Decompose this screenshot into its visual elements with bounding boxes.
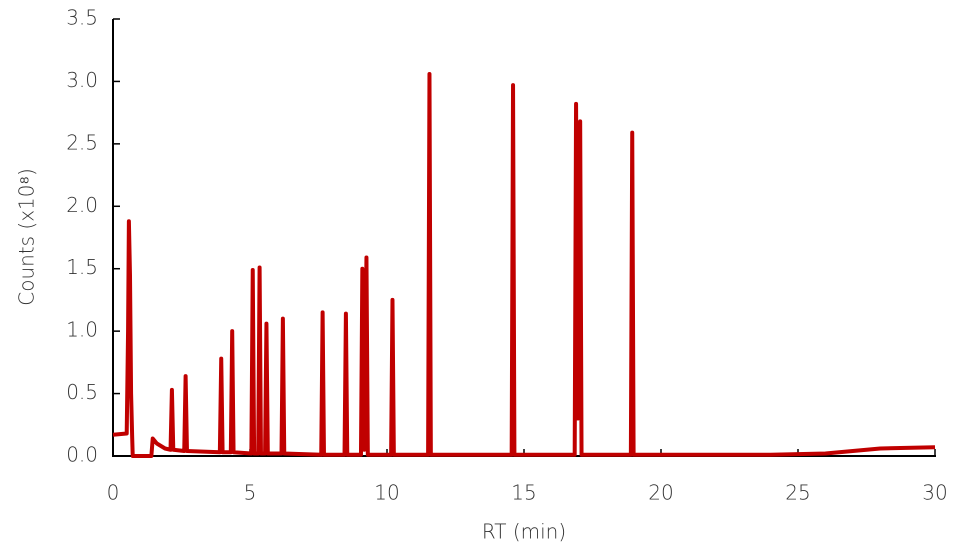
y-tick-label: 2.5 bbox=[66, 130, 98, 154]
x-axis-label: RT (min) bbox=[482, 520, 566, 544]
y-tick-label: 0.0 bbox=[66, 443, 98, 467]
x-tick-label: 15 bbox=[511, 481, 536, 505]
y-tick-label: 1.5 bbox=[66, 255, 98, 279]
x-tick-label: 10 bbox=[374, 481, 399, 505]
x-tick-label: 0 bbox=[107, 481, 120, 505]
x-tick-label: 20 bbox=[648, 481, 673, 505]
y-tick-label: 3.0 bbox=[66, 68, 98, 92]
y-tick-label: 3.5 bbox=[66, 6, 98, 30]
x-tick-label: 25 bbox=[785, 481, 810, 505]
y-tick-label: 2.0 bbox=[66, 193, 98, 217]
chromatogram-line bbox=[112, 71, 936, 458]
y-tick-label: 0.5 bbox=[66, 380, 98, 404]
x-tick-label: 30 bbox=[922, 481, 947, 505]
x-tick-label: 5 bbox=[244, 481, 257, 505]
y-axis-label: Counts (x10⁸) bbox=[15, 168, 39, 306]
y-tick-label: 1.0 bbox=[66, 318, 98, 342]
